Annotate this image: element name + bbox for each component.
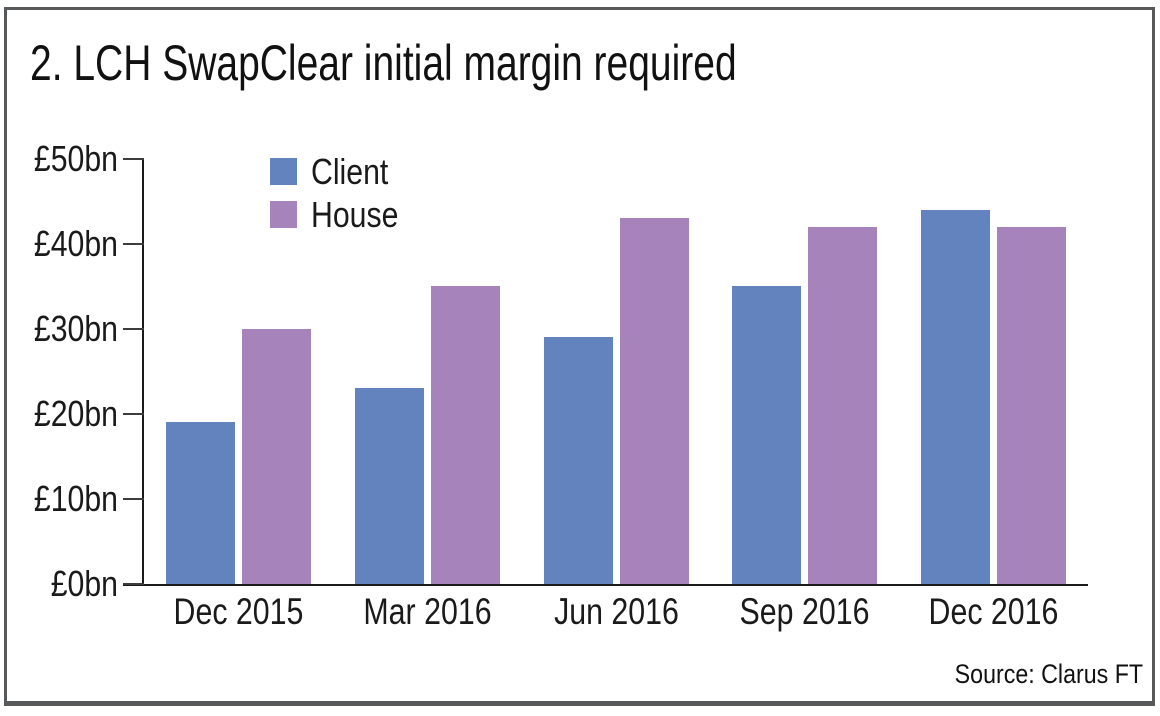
y-axis-tick xyxy=(123,498,144,500)
y-axis-tick-label: £40bn xyxy=(33,223,119,264)
y-axis-tick xyxy=(123,243,144,245)
bar-client-jun-2016 xyxy=(544,337,613,584)
bar-client-dec-2015 xyxy=(166,422,235,584)
legend-label: House xyxy=(311,193,399,235)
y-axis-tick xyxy=(123,158,144,160)
chart-legend: Client House xyxy=(270,150,415,236)
y-axis-tick-label: £0bn xyxy=(50,563,118,604)
chart-title: 2. LCH SwapClear initial margin required xyxy=(30,35,737,91)
y-axis-tick xyxy=(123,583,144,585)
y-axis-tick-label: £10bn xyxy=(33,478,119,519)
legend-label: Client xyxy=(311,150,389,192)
bar-house-jun-2016 xyxy=(620,218,689,584)
y-axis-tick xyxy=(123,413,144,415)
bar-house-mar-2016 xyxy=(431,286,500,584)
legend-swatch-client xyxy=(270,158,297,185)
bar-house-dec-2016 xyxy=(997,227,1066,584)
x-axis-line xyxy=(123,584,1088,586)
y-axis-tick xyxy=(123,328,144,330)
x-axis-category-label: Jun 2016 xyxy=(554,591,679,632)
x-axis-category-label: Mar 2016 xyxy=(363,591,492,632)
bar-client-sep-2016 xyxy=(732,286,801,584)
y-axis-tick-label: £30bn xyxy=(33,308,119,349)
bar-house-dec-2015 xyxy=(242,329,311,584)
bar-house-sep-2016 xyxy=(808,227,877,584)
x-axis-category-label: Sep 2016 xyxy=(739,591,870,632)
y-axis-tick-label: £50bn xyxy=(33,138,119,179)
y-axis-tick-label: £20bn xyxy=(33,393,119,434)
bar-client-mar-2016 xyxy=(355,388,424,584)
y-axis-line xyxy=(142,159,144,586)
figure-border-frame xyxy=(4,7,1155,706)
bar-client-dec-2016 xyxy=(921,210,990,584)
legend-item-house: House xyxy=(270,193,415,236)
x-axis-category-label: Dec 2016 xyxy=(928,591,1059,632)
x-axis-category-label: Dec 2015 xyxy=(173,591,304,632)
legend-item-client: Client xyxy=(270,150,415,193)
legend-swatch-house xyxy=(270,201,297,228)
source-note: Source: Clarus FT xyxy=(954,659,1143,689)
